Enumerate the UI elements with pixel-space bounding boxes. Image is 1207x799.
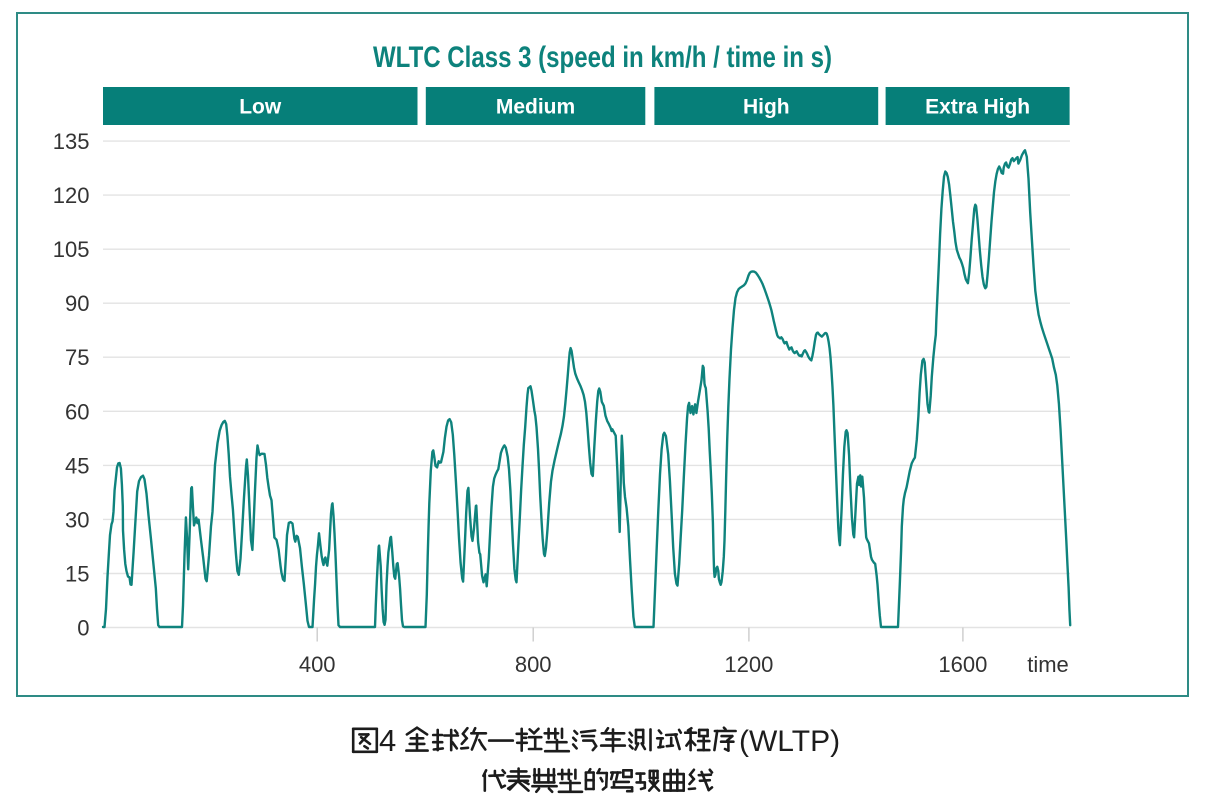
svg-text:90: 90 (65, 291, 89, 316)
svg-text:105: 105 (53, 237, 90, 262)
svg-text:Extra High: Extra High (925, 96, 1030, 119)
svg-text:4: 4 (379, 723, 396, 758)
svg-text:60: 60 (65, 399, 89, 424)
svg-text:30: 30 (65, 507, 89, 532)
svg-text:Medium: Medium (496, 96, 575, 119)
svg-text:1200: 1200 (724, 652, 773, 677)
svg-text:WLTC Class 3 (speed in km/h /: WLTC Class 3 (speed in km/h / time in s) (373, 41, 832, 74)
svg-text:120: 120 (53, 183, 90, 208)
svg-text:800: 800 (515, 652, 552, 677)
svg-text:time: time (1027, 652, 1069, 677)
svg-text:15: 15 (65, 562, 89, 587)
svg-text:400: 400 (299, 652, 336, 677)
svg-text:75: 75 (65, 345, 89, 370)
svg-text:1600: 1600 (938, 652, 987, 677)
svg-text:0: 0 (77, 616, 89, 641)
svg-text:High: High (743, 96, 790, 119)
svg-text:(WLTP): (WLTP) (739, 725, 840, 758)
svg-text:Low: Low (239, 96, 282, 119)
svg-text:45: 45 (65, 453, 89, 478)
svg-text:135: 135 (53, 129, 90, 154)
